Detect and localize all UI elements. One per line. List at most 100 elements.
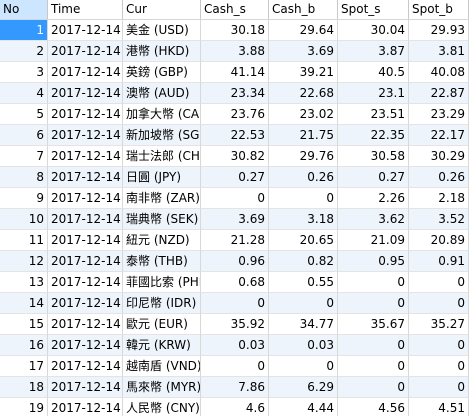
row-number[interactable]: 12: [0, 251, 48, 272]
spot-sell-cell[interactable]: 0: [338, 293, 409, 314]
spot-buy-cell[interactable]: 29.93: [409, 20, 469, 41]
cash-buy-cell[interactable]: 0: [269, 356, 338, 377]
row-number[interactable]: 2: [0, 41, 48, 62]
cash-buy-cell[interactable]: 22.68: [269, 83, 338, 104]
spot-sell-cell[interactable]: 0.95: [338, 251, 409, 272]
cash-buy-cell[interactable]: 0.82: [269, 251, 338, 272]
row-number[interactable]: 18: [0, 377, 48, 398]
cash-sell-cell[interactable]: 0.27: [201, 167, 269, 188]
cash-sell-cell[interactable]: 0.03: [201, 335, 269, 356]
currency-cell[interactable]: 泰幣 (THB): [123, 251, 201, 272]
table-row[interactable]: 9 2017-12-14 南非幣 (ZAR) 0 0 2.26 2.18: [0, 188, 469, 209]
cash-sell-cell[interactable]: 30.82: [201, 146, 269, 167]
row-number[interactable]: 19: [0, 398, 48, 416]
time-cell[interactable]: 2017-12-14: [48, 251, 123, 272]
table-row[interactable]: 15 2017-12-14 歐元 (EUR) 35.92 34.77 35.67 35.27: [0, 314, 469, 335]
time-cell[interactable]: 2017-12-14: [48, 167, 123, 188]
row-number[interactable]: 11: [0, 230, 48, 251]
spot-sell-cell[interactable]: 22.35: [338, 125, 409, 146]
row-number[interactable]: 13: [0, 272, 48, 293]
cash-sell-cell[interactable]: 0: [201, 293, 269, 314]
cash-sell-cell[interactable]: 21.28: [201, 230, 269, 251]
cash-buy-cell[interactable]: 3.18: [269, 209, 338, 230]
table-row[interactable]: 12 2017-12-14 泰幣 (THB) 0.96 0.82 0.95 0.91: [0, 251, 469, 272]
cash-sell-cell[interactable]: 3.88: [201, 41, 269, 62]
spot-sell-cell[interactable]: 30.04: [338, 20, 409, 41]
row-number[interactable]: 4: [0, 83, 48, 104]
spot-buy-cell[interactable]: 0: [409, 293, 469, 314]
row-number[interactable]: 7: [0, 146, 48, 167]
row-number[interactable]: 5: [0, 104, 48, 125]
cash-sell-cell[interactable]: 23.34: [201, 83, 269, 104]
table-row[interactable]: 2 2017-12-14 港幣 (HKD) 3.88 3.69 3.87 3.81: [0, 41, 469, 62]
currency-cell[interactable]: 南非幣 (ZAR): [123, 188, 201, 209]
row-number[interactable]: 3: [0, 62, 48, 83]
currency-cell[interactable]: 日圓 (JPY): [123, 167, 201, 188]
row-number[interactable]: 10: [0, 209, 48, 230]
spot-sell-cell[interactable]: 3.87: [338, 41, 409, 62]
column-header-cash-b[interactable]: Cash_b: [269, 0, 338, 19]
spot-sell-cell[interactable]: 40.5: [338, 62, 409, 83]
currency-cell[interactable]: 瑞典幣 (SEK): [123, 209, 201, 230]
spot-buy-cell[interactable]: 30.29: [409, 146, 469, 167]
row-number[interactable]: 16: [0, 335, 48, 356]
table-row[interactable]: 1 2017-12-14 美金 (USD) 30.18 29.64 30.04 29.93: [0, 20, 469, 41]
cash-buy-cell[interactable]: 29.64: [269, 20, 338, 41]
spot-sell-cell[interactable]: 0: [338, 272, 409, 293]
spot-buy-cell[interactable]: 23.29: [409, 104, 469, 125]
cash-sell-cell[interactable]: 4.6: [201, 398, 269, 416]
table-row[interactable]: 18 2017-12-14 馬來幣 (MYR) 7.86 6.29 0 0: [0, 377, 469, 398]
table-row[interactable]: 6 2017-12-14 新加坡幣 (SGD 22.53 21.75 22.35 22.17: [0, 125, 469, 146]
currency-cell[interactable]: 紐元 (NZD): [123, 230, 201, 251]
time-cell[interactable]: 2017-12-14: [48, 356, 123, 377]
cash-sell-cell[interactable]: 3.69: [201, 209, 269, 230]
spot-buy-cell[interactable]: 22.17: [409, 125, 469, 146]
spot-sell-cell[interactable]: 4.56: [338, 398, 409, 416]
cash-buy-cell[interactable]: 39.21: [269, 62, 338, 83]
spot-buy-cell[interactable]: 0: [409, 356, 469, 377]
spot-sell-cell[interactable]: 0.27: [338, 167, 409, 188]
table-row[interactable]: 17 2017-12-14 越南盾 (VND) 0 0 0 0: [0, 356, 469, 377]
spot-buy-cell[interactable]: 0: [409, 272, 469, 293]
table-row[interactable]: 14 2017-12-14 印尼幣 (IDR) 0 0 0 0: [0, 293, 469, 314]
table-row[interactable]: 4 2017-12-14 澳幣 (AUD) 23.34 22.68 23.1 22.87: [0, 83, 469, 104]
currency-cell[interactable]: 歐元 (EUR): [123, 314, 201, 335]
cash-buy-cell[interactable]: 20.65: [269, 230, 338, 251]
spot-sell-cell[interactable]: 0: [338, 377, 409, 398]
spot-buy-cell[interactable]: 20.89: [409, 230, 469, 251]
spot-sell-cell[interactable]: 23.1: [338, 83, 409, 104]
cash-buy-cell[interactable]: 0: [269, 188, 338, 209]
column-header-time[interactable]: Time: [48, 0, 123, 19]
cash-buy-cell[interactable]: 23.02: [269, 104, 338, 125]
table-row[interactable]: 5 2017-12-14 加拿大幣 (CAD 23.76 23.02 23.51 23.29: [0, 104, 469, 125]
currency-cell[interactable]: 新加坡幣 (SGD: [123, 125, 201, 146]
table-row[interactable]: 13 2017-12-14 菲國比索 (PHP 0.68 0.55 0 0: [0, 272, 469, 293]
spot-buy-cell[interactable]: 35.27: [409, 314, 469, 335]
row-number[interactable]: 15: [0, 314, 48, 335]
table-row[interactable]: 3 2017-12-14 英鎊 (GBP) 41.14 39.21 40.5 40.08: [0, 62, 469, 83]
time-cell[interactable]: 2017-12-14: [48, 293, 123, 314]
currency-cell[interactable]: 韓元 (KRW): [123, 335, 201, 356]
cash-buy-cell[interactable]: 3.69: [269, 41, 338, 62]
row-number[interactable]: 1: [0, 20, 48, 41]
spot-buy-cell[interactable]: 0: [409, 377, 469, 398]
time-cell[interactable]: 2017-12-14: [48, 314, 123, 335]
column-header-spot-b[interactable]: Spot_b: [409, 0, 469, 19]
time-cell[interactable]: 2017-12-14: [48, 272, 123, 293]
column-header-spot-s[interactable]: Spot_s: [338, 0, 409, 19]
currency-cell[interactable]: 港幣 (HKD): [123, 41, 201, 62]
cash-sell-cell[interactable]: 7.86: [201, 377, 269, 398]
time-cell[interactable]: 2017-12-14: [48, 230, 123, 251]
spot-sell-cell[interactable]: 0: [338, 335, 409, 356]
time-cell[interactable]: 2017-12-14: [48, 398, 123, 416]
currency-cell[interactable]: 美金 (USD): [123, 20, 201, 41]
currency-cell[interactable]: 越南盾 (VND): [123, 356, 201, 377]
currency-cell[interactable]: 加拿大幣 (CAD: [123, 104, 201, 125]
table-row[interactable]: 10 2017-12-14 瑞典幣 (SEK) 3.69 3.18 3.62 3.52: [0, 209, 469, 230]
row-number[interactable]: 6: [0, 125, 48, 146]
currency-cell[interactable]: 澳幣 (AUD): [123, 83, 201, 104]
table-row[interactable]: 7 2017-12-14 瑞士法郎 (CHF 30.82 29.76 30.58 30.29: [0, 146, 469, 167]
time-cell[interactable]: 2017-12-14: [48, 377, 123, 398]
spot-buy-cell[interactable]: 2.18: [409, 188, 469, 209]
